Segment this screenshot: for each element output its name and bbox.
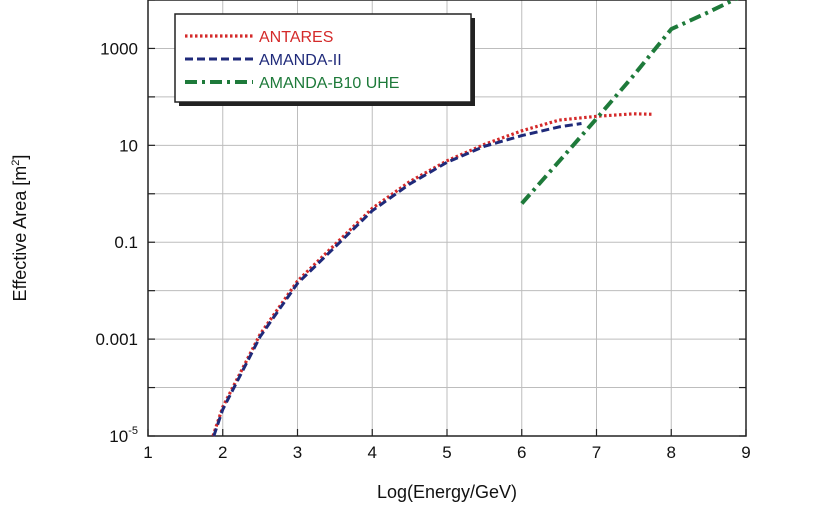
x-tick-label-3: 3 — [293, 443, 302, 462]
y-tick-label: 10 — [119, 136, 138, 155]
series-layer — [211, 0, 739, 437]
y-tick-label-exponent: -5 — [128, 425, 138, 437]
y-tick-label: 0.001 — [95, 330, 138, 349]
series-line-amanda-ii — [212, 122, 582, 437]
y-tick-label: 1000 — [100, 39, 138, 58]
x-axis-title: Log(Energy/GeV) — [377, 482, 517, 502]
series-line-antares — [211, 112, 653, 437]
legend-label-antares: ANTARES — [259, 29, 333, 46]
y-axis-title-main: Effective Area [m — [10, 166, 30, 302]
x-tick-label-2: 2 — [218, 443, 227, 462]
x-tick-label-7: 7 — [592, 443, 601, 462]
x-tick-label-8: 8 — [667, 443, 676, 462]
series-line-amanda-b10-uhe — [520, 0, 739, 205]
y-tick-label: 10-5 — [109, 425, 138, 446]
y-axis-title-close: ] — [10, 155, 30, 160]
legend-label-amanda-ii: AMANDA-II — [259, 52, 342, 69]
x-tick-label-4: 4 — [368, 443, 377, 462]
legend-label-amanda-b10-uhe: AMANDA-B10 UHE — [259, 75, 399, 92]
x-tick-label-1: 1 — [143, 443, 152, 462]
y-tick-label-base: 10 — [109, 427, 128, 446]
x-tick-label-5: 5 — [442, 443, 451, 462]
legend: ANTARES AMANDA-II AMANDA-B10 UHE — [174, 13, 475, 106]
y-axis-title: Effective Area [m2] — [10, 155, 30, 302]
y-axis-title-superscript: 2 — [10, 160, 22, 166]
x-tick-label-6: 6 — [517, 443, 526, 462]
x-tick-label-9: 9 — [741, 443, 750, 462]
y-tick-label: 0.1 — [114, 233, 138, 252]
